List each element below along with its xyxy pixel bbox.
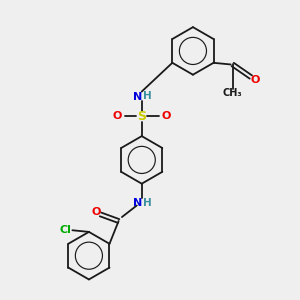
Text: H: H xyxy=(143,198,152,208)
Text: H: H xyxy=(143,91,152,101)
Text: O: O xyxy=(162,111,171,121)
Text: S: S xyxy=(137,110,146,123)
Text: O: O xyxy=(112,111,122,121)
Text: Cl: Cl xyxy=(59,225,71,235)
Text: O: O xyxy=(251,75,260,85)
Text: CH₃: CH₃ xyxy=(223,88,242,98)
Text: N: N xyxy=(133,198,142,208)
Text: O: O xyxy=(91,207,101,218)
Text: N: N xyxy=(133,92,142,101)
